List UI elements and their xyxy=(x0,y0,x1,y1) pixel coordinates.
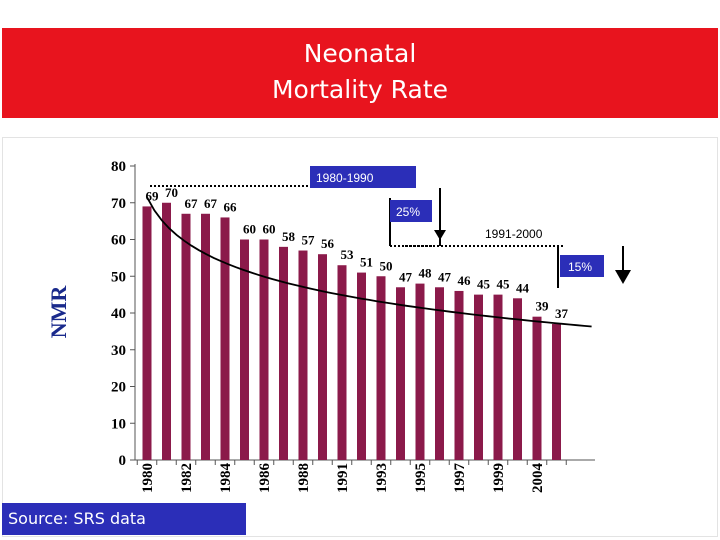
axes: 0 10 20 30 40 50 60 70 80 xyxy=(111,159,595,469)
bar xyxy=(532,316,542,460)
annotation-box-drop1 xyxy=(390,200,432,222)
data-label: 47 xyxy=(438,269,452,284)
bar xyxy=(142,206,152,460)
chart-frame xyxy=(2,137,718,537)
down-arrow-icon-1 xyxy=(434,230,446,240)
bar xyxy=(415,283,425,460)
data-label: 37 xyxy=(555,306,569,321)
bar xyxy=(259,239,269,460)
data-label: 70 xyxy=(165,185,178,200)
y-tick-label: 20 xyxy=(111,380,126,396)
title-line-2: Mortality Rate xyxy=(271,75,449,104)
annotation-box-drop2 xyxy=(560,255,604,277)
source-box: Source: SRS data xyxy=(2,503,246,535)
bar xyxy=(376,276,386,460)
data-label: 48 xyxy=(419,266,433,281)
data-label: 69 xyxy=(146,188,160,203)
bar xyxy=(396,287,405,460)
x-tick-label: 1993 xyxy=(374,463,390,493)
down-arrow-icon-2 xyxy=(615,270,631,284)
bar xyxy=(279,246,288,460)
annotation-drop2-text: 15% xyxy=(568,260,592,274)
data-label: 57 xyxy=(302,233,316,248)
y-tick-label: 60 xyxy=(111,233,126,249)
data-label: 44 xyxy=(516,280,530,295)
data-label: 51 xyxy=(360,255,373,270)
data-label: 53 xyxy=(341,247,355,262)
x-tick-labels: 1980 1982 1984 1986 1988 1991 1993 1995 1997 1999… xyxy=(140,463,546,494)
annotation-box-period1 xyxy=(310,166,416,188)
data-label: 39 xyxy=(536,299,550,314)
x-tick-label: 1995 xyxy=(413,463,429,493)
data-label: 58 xyxy=(282,229,296,244)
annotation-period2-text: 1991-2000 xyxy=(485,227,543,241)
y-axis-label: NMR xyxy=(46,285,71,339)
bar xyxy=(337,265,347,460)
data-label: 66 xyxy=(224,199,238,214)
bar xyxy=(220,217,230,460)
bar xyxy=(240,239,249,460)
data-label: 47 xyxy=(399,269,413,284)
trend-line xyxy=(146,196,592,328)
bar xyxy=(513,298,522,460)
y-tick-label: 40 xyxy=(111,306,126,322)
y-tick-label: 50 xyxy=(111,269,126,285)
bar xyxy=(474,294,483,460)
annotation-period1-text: 1980-1990 xyxy=(316,171,374,185)
bar xyxy=(318,254,327,460)
x-tick-label: 1988 xyxy=(296,463,312,493)
data-label: 67 xyxy=(185,196,199,211)
y-tick-label: 70 xyxy=(111,196,126,212)
x-tick-label: 2004 xyxy=(530,463,546,494)
x-tick-label: 1986 xyxy=(257,463,273,494)
y-tick-label: 30 xyxy=(111,343,126,359)
bar xyxy=(357,272,366,460)
bar xyxy=(201,213,210,460)
bar xyxy=(493,294,503,460)
bar xyxy=(454,290,464,460)
x-tick-label: 1997 xyxy=(452,463,468,494)
data-label: 50 xyxy=(380,258,393,273)
data-label: 45 xyxy=(497,277,511,292)
title-line-1: Neonatal xyxy=(303,39,417,68)
bar xyxy=(162,202,171,460)
data-label: 60 xyxy=(243,222,256,237)
data-label: 56 xyxy=(321,236,335,251)
data-label: 46 xyxy=(458,273,472,288)
title-banner: Neonatal Mortality Rate xyxy=(2,28,718,118)
x-tick-label: 1991 xyxy=(335,463,351,493)
bars xyxy=(142,202,561,460)
data-label: 67 xyxy=(204,196,218,211)
annotation-1980-1990: 1980-1990 25% xyxy=(150,166,446,247)
bar xyxy=(298,250,308,460)
x-tick-label: 1982 xyxy=(179,463,195,493)
y-tick-label: 80 xyxy=(111,159,126,175)
bar xyxy=(435,287,444,460)
x-tick-label: 1984 xyxy=(218,463,234,494)
bar xyxy=(552,324,561,460)
bar xyxy=(181,213,191,460)
annotation-drop1-text: 25% xyxy=(396,205,420,219)
data-label: 60 xyxy=(263,222,276,237)
x-tick-label: 1980 xyxy=(140,463,156,493)
y-tick-label: 0 xyxy=(119,453,127,469)
y-tick-label: 10 xyxy=(111,416,126,432)
annotation-1991-2000: 1991-2000 15% xyxy=(405,227,631,288)
data-label: 45 xyxy=(477,277,491,292)
data-labels: 69 70 67 67 66 60 60 58 57 56 53 51 50 47 48 47 46 45 45 44… xyxy=(146,185,569,321)
x-tick-label: 1999 xyxy=(491,463,507,493)
